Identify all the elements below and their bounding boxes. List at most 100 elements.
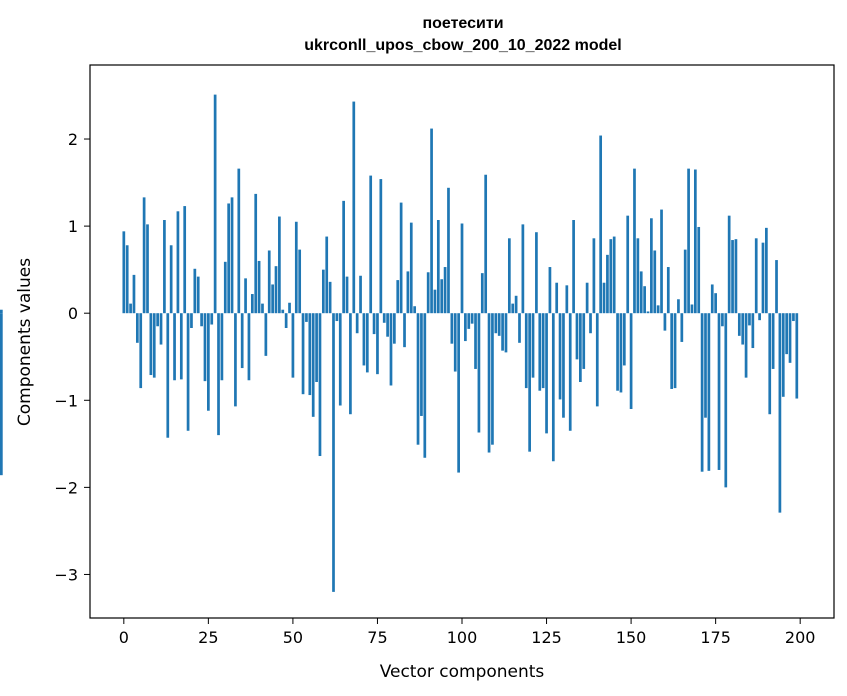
bar — [751, 313, 755, 349]
bar — [562, 313, 565, 418]
bar — [409, 222, 413, 314]
bar — [193, 268, 197, 314]
bar — [616, 313, 619, 391]
bar — [311, 313, 315, 417]
bar — [785, 313, 789, 355]
bar — [626, 215, 630, 314]
bar — [731, 240, 734, 314]
bar — [426, 272, 430, 314]
bar — [737, 313, 741, 336]
bar — [257, 260, 261, 314]
bar — [687, 168, 690, 314]
bar — [717, 313, 721, 470]
bar — [139, 313, 143, 389]
bar — [349, 313, 352, 415]
bar — [308, 313, 312, 396]
bar — [768, 313, 772, 415]
bar — [240, 313, 244, 369]
bar — [325, 236, 329, 314]
bar — [734, 239, 738, 314]
bar — [169, 245, 173, 314]
bar — [207, 313, 210, 411]
bar — [653, 250, 657, 314]
bar — [758, 313, 761, 321]
bar — [443, 267, 447, 314]
bar — [196, 276, 200, 314]
bar — [683, 249, 687, 314]
bar — [376, 313, 379, 375]
bar — [646, 311, 650, 314]
bar — [210, 313, 214, 325]
bar — [568, 313, 572, 431]
bar — [254, 193, 258, 314]
bar — [518, 313, 521, 343]
bar — [0, 313, 3, 476]
bar — [393, 313, 396, 344]
bar — [595, 313, 599, 407]
bar — [467, 313, 471, 329]
bar — [190, 313, 193, 328]
bar — [156, 313, 159, 327]
bar — [332, 313, 335, 592]
x-axis-label: Vector components — [380, 662, 545, 682]
bar — [636, 238, 640, 314]
bar — [673, 313, 677, 389]
bar — [487, 313, 491, 453]
bar — [558, 313, 562, 400]
bar — [379, 179, 383, 314]
bar — [724, 313, 728, 488]
bar — [173, 313, 176, 381]
bar — [606, 254, 609, 314]
bar — [707, 313, 711, 471]
bar — [775, 260, 778, 314]
bar — [288, 302, 291, 314]
bars-layer — [0, 94, 799, 592]
x-tick-label: 200 — [785, 628, 816, 647]
bar — [328, 281, 332, 314]
bar — [369, 175, 373, 314]
bar — [528, 313, 531, 452]
bar — [274, 266, 278, 314]
bar — [680, 313, 684, 342]
bar — [660, 209, 663, 314]
bar — [582, 313, 586, 369]
bar — [548, 267, 552, 314]
bar — [399, 202, 403, 314]
bar — [497, 313, 501, 336]
bar — [345, 276, 349, 314]
bar — [511, 303, 515, 314]
bar — [149, 313, 153, 376]
bar — [406, 271, 410, 314]
bar — [122, 231, 126, 314]
bar — [152, 313, 156, 378]
x-tick-label: 75 — [367, 628, 387, 647]
bar — [744, 313, 748, 378]
y-tick-label: 0 — [68, 304, 78, 323]
bar — [514, 295, 518, 314]
bar — [677, 299, 680, 314]
bar — [629, 313, 633, 409]
bar — [721, 313, 724, 327]
bar — [305, 313, 308, 322]
bar — [765, 227, 768, 314]
bar — [541, 313, 545, 389]
bar — [217, 313, 220, 436]
bar — [355, 313, 359, 334]
bar — [693, 169, 697, 314]
bar — [788, 313, 792, 363]
bar — [433, 289, 437, 314]
bar — [416, 313, 420, 445]
bar — [643, 286, 646, 314]
bar — [521, 224, 525, 314]
bar — [592, 238, 596, 314]
bar — [440, 279, 444, 314]
bar — [382, 313, 386, 323]
bar — [633, 168, 636, 314]
bar — [237, 168, 241, 314]
bar — [484, 174, 488, 314]
bar — [555, 282, 559, 314]
chart-title: поетесити — [422, 15, 503, 32]
x-tick-label: 50 — [283, 628, 303, 647]
